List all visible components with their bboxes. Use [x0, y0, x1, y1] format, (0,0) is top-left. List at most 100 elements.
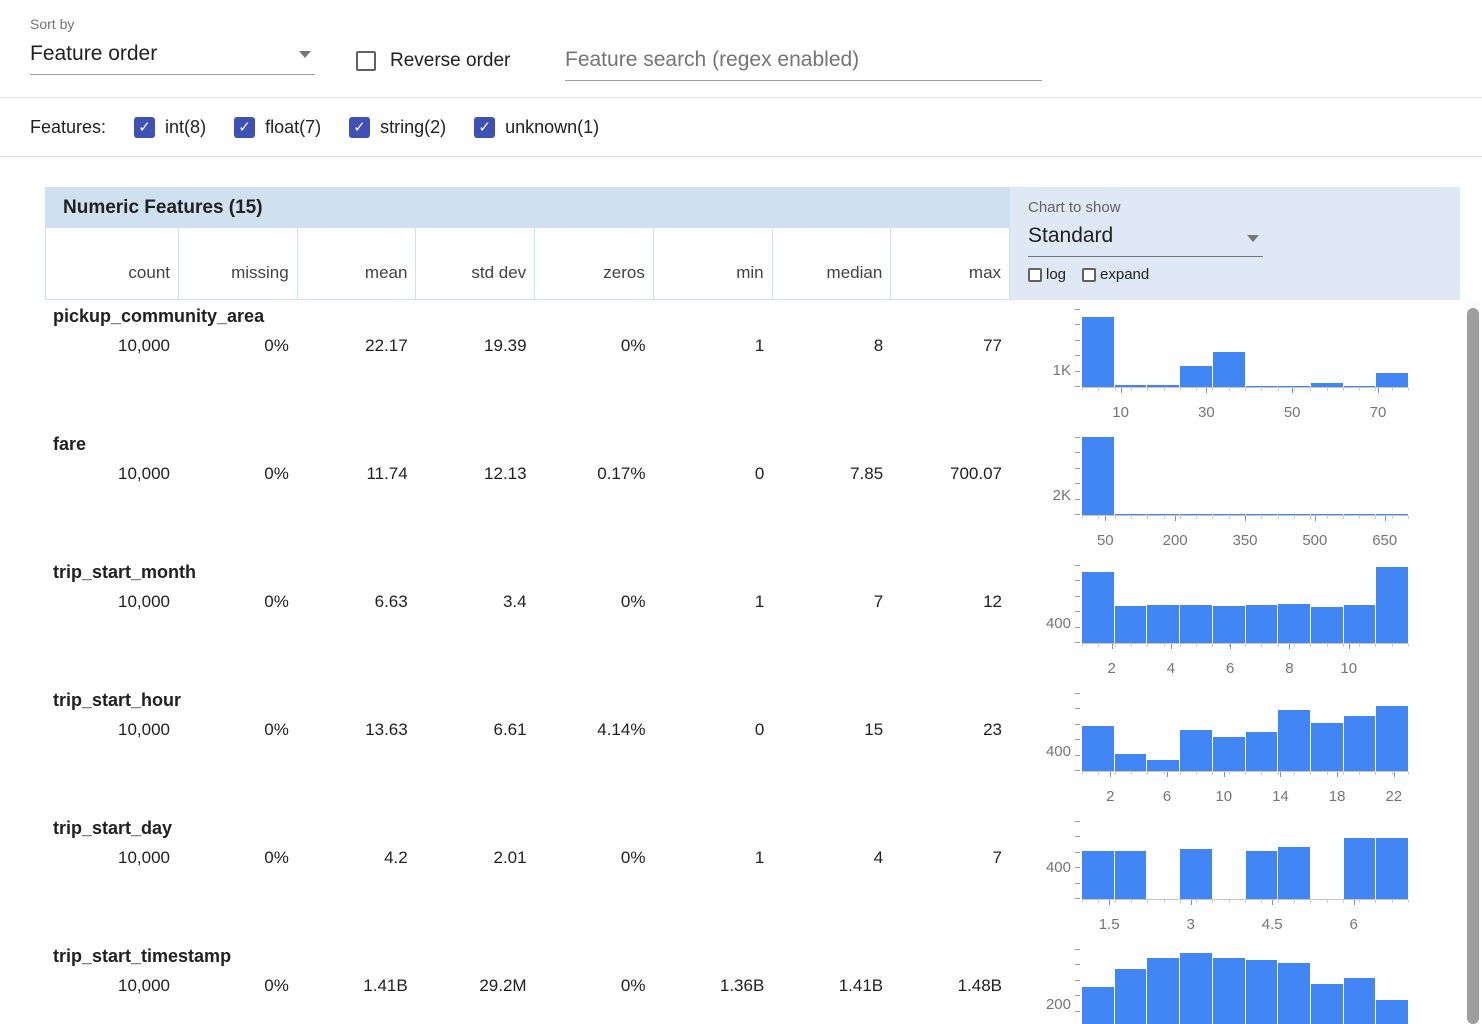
stat-max: 77: [983, 336, 1003, 355]
stat-zeros: 0.17%: [597, 464, 646, 483]
feature-name: pickup_community_area: [53, 306, 265, 326]
x-axis-minor-tick: [1293, 644, 1295, 647]
x-axis-minor-tick: [1391, 516, 1393, 519]
chart-type-select[interactable]: Standard: [1028, 218, 1263, 257]
chart-type-value: Standard: [1028, 224, 1114, 247]
x-axis-minor-tick: [1196, 388, 1198, 391]
x-axis-minor-tick: [1147, 900, 1149, 903]
y-axis-tick: [1075, 627, 1080, 628]
stat-median: 7.85: [850, 464, 884, 483]
feature-type-label: string(2): [380, 116, 447, 137]
histogram-bar: [1114, 385, 1147, 387]
y-axis-tick: [1075, 386, 1080, 387]
checkbox-checked-icon[interactable]: ✓: [234, 116, 256, 138]
x-axis-label: 650: [1372, 532, 1398, 549]
x-axis-minor-tick: [1277, 772, 1279, 775]
column-header-std-dev: std dev: [416, 228, 536, 299]
sort-by-select[interactable]: Feature order: [30, 32, 315, 75]
y-axis-tick: [1075, 836, 1080, 837]
x-axis-minor-tick: [1326, 388, 1328, 391]
x-axis-minor-tick: [1391, 772, 1393, 775]
y-axis-tick: [1075, 468, 1080, 469]
x-axis-tick: [1292, 388, 1294, 393]
feature-name: fare: [53, 434, 87, 454]
feature-type-checkbox-string[interactable]: ✓ string(2): [349, 116, 447, 138]
x-axis-minor-tick: [1147, 772, 1149, 775]
feature-type-label: float(7): [265, 116, 322, 137]
x-axis-label: 10: [1112, 404, 1129, 421]
stat-zeros: 4.14%: [597, 720, 646, 739]
histogram-bar: [1212, 351, 1245, 387]
x-axis-label: 500: [1302, 532, 1328, 549]
stat-mean: 11.74: [366, 464, 408, 483]
x-axis-minor-tick: [1228, 900, 1230, 903]
stat-values-row: 10,000 0% 4.2 2.01 0% 1 4 7: [45, 848, 1010, 868]
histogram-bar: [1310, 514, 1343, 515]
x-axis-label: 50: [1283, 404, 1301, 421]
x-axis-minor-tick: [1098, 900, 1100, 903]
x-axis-minor-tick: [1277, 644, 1279, 647]
stat-min: 1.36B: [719, 976, 765, 995]
feature-search-input[interactable]: [565, 40, 1042, 81]
feature-type-checkbox-float[interactable]: ✓ float(7): [234, 116, 322, 138]
checkbox-unchecked-icon[interactable]: [1082, 267, 1097, 282]
feature-type-checkbox-unknown[interactable]: ✓ unknown(1): [474, 116, 599, 138]
histogram-bar: [1147, 384, 1180, 387]
x-axis-tick: [1109, 900, 1111, 905]
x-axis-minor-tick: [1277, 516, 1279, 519]
histogram-bar: [1278, 604, 1310, 643]
x-axis-minor-tick: [1082, 516, 1083, 519]
y-axis-tick: [1075, 770, 1080, 771]
stat-zeros: 0%: [620, 336, 646, 355]
stat-max: 1.48B: [957, 976, 1003, 995]
histogram-bar: [1278, 962, 1310, 1024]
stat-missing: 0%: [264, 976, 289, 995]
x-axis-tick: [1337, 772, 1339, 777]
x-axis-minor-tick: [1342, 644, 1344, 647]
x-axis-minor-tick: [1147, 388, 1149, 391]
x-axis-tick: [1206, 388, 1208, 393]
x-axis-minor-tick: [1408, 516, 1409, 519]
x-axis-minor-tick: [1359, 388, 1361, 391]
feature-row: pickup_community_area 10,000 0% 22.17 19.39 0…: [45, 300, 1460, 428]
x-axis-minor-tick: [1130, 388, 1132, 391]
histogram-bar: [1376, 372, 1409, 387]
histogram-bar: [1376, 838, 1409, 899]
reverse-order-checkbox[interactable]: Reverse order: [356, 50, 510, 72]
stat-count: 10,000: [118, 592, 170, 611]
scrollbar-track[interactable]: [1466, 300, 1480, 1024]
feature-stats: trip_start_month 10,000 0% 6.63 3.4 0% 1 7 12: [45, 556, 1010, 684]
checkbox-unchecked-icon[interactable]: [356, 51, 376, 71]
stat-std-dev: 19.39: [484, 336, 527, 355]
x-axis-tick: [1393, 772, 1395, 777]
x-axis-label: 1.5: [1098, 916, 1120, 933]
checkbox-unchecked-icon[interactable]: [1028, 267, 1042, 282]
x-axis-label: 6: [1162, 788, 1172, 805]
x-axis-minor-tick: [1261, 388, 1263, 391]
y-axis-tick: [1075, 898, 1080, 899]
x-axis-minor-tick: [1228, 772, 1230, 775]
stat-values-row: 10,000 0% 6.63 3.4 0% 1 7 12: [45, 592, 1010, 612]
log-checkbox[interactable]: log: [1028, 266, 1066, 283]
x-axis-minor-tick: [1310, 388, 1312, 391]
histogram-bar: [1212, 736, 1245, 771]
scrollbar-thumb[interactable]: [1467, 308, 1479, 1024]
y-axis-tick: [1075, 949, 1080, 950]
checkbox-checked-icon[interactable]: ✓: [349, 116, 371, 138]
checkbox-checked-icon[interactable]: ✓: [134, 116, 156, 138]
stat-median: 1.41B: [838, 976, 884, 995]
x-axis-minor-tick: [1098, 772, 1100, 775]
expand-checkbox[interactable]: expand: [1082, 266, 1149, 283]
histogram-bar: [1082, 316, 1114, 387]
checkbox-checked-icon[interactable]: ✓: [474, 116, 496, 138]
x-axis-minor-tick: [1163, 900, 1165, 903]
feature-rows: pickup_community_area 10,000 0% 22.17 19.39 0…: [45, 300, 1460, 1024]
x-axis-minor-tick: [1114, 388, 1116, 391]
histogram-bar: [1245, 960, 1278, 1024]
x-axis-minor-tick: [1375, 516, 1377, 519]
x-axis-minor-tick: [1082, 644, 1083, 647]
y-axis-label: 400: [1045, 858, 1071, 876]
top-toolbar: Sort by Feature order Reverse order: [0, 0, 1482, 98]
x-axis-minor-tick: [1261, 516, 1263, 519]
feature-type-checkbox-int[interactable]: ✓ int(8): [134, 116, 206, 138]
